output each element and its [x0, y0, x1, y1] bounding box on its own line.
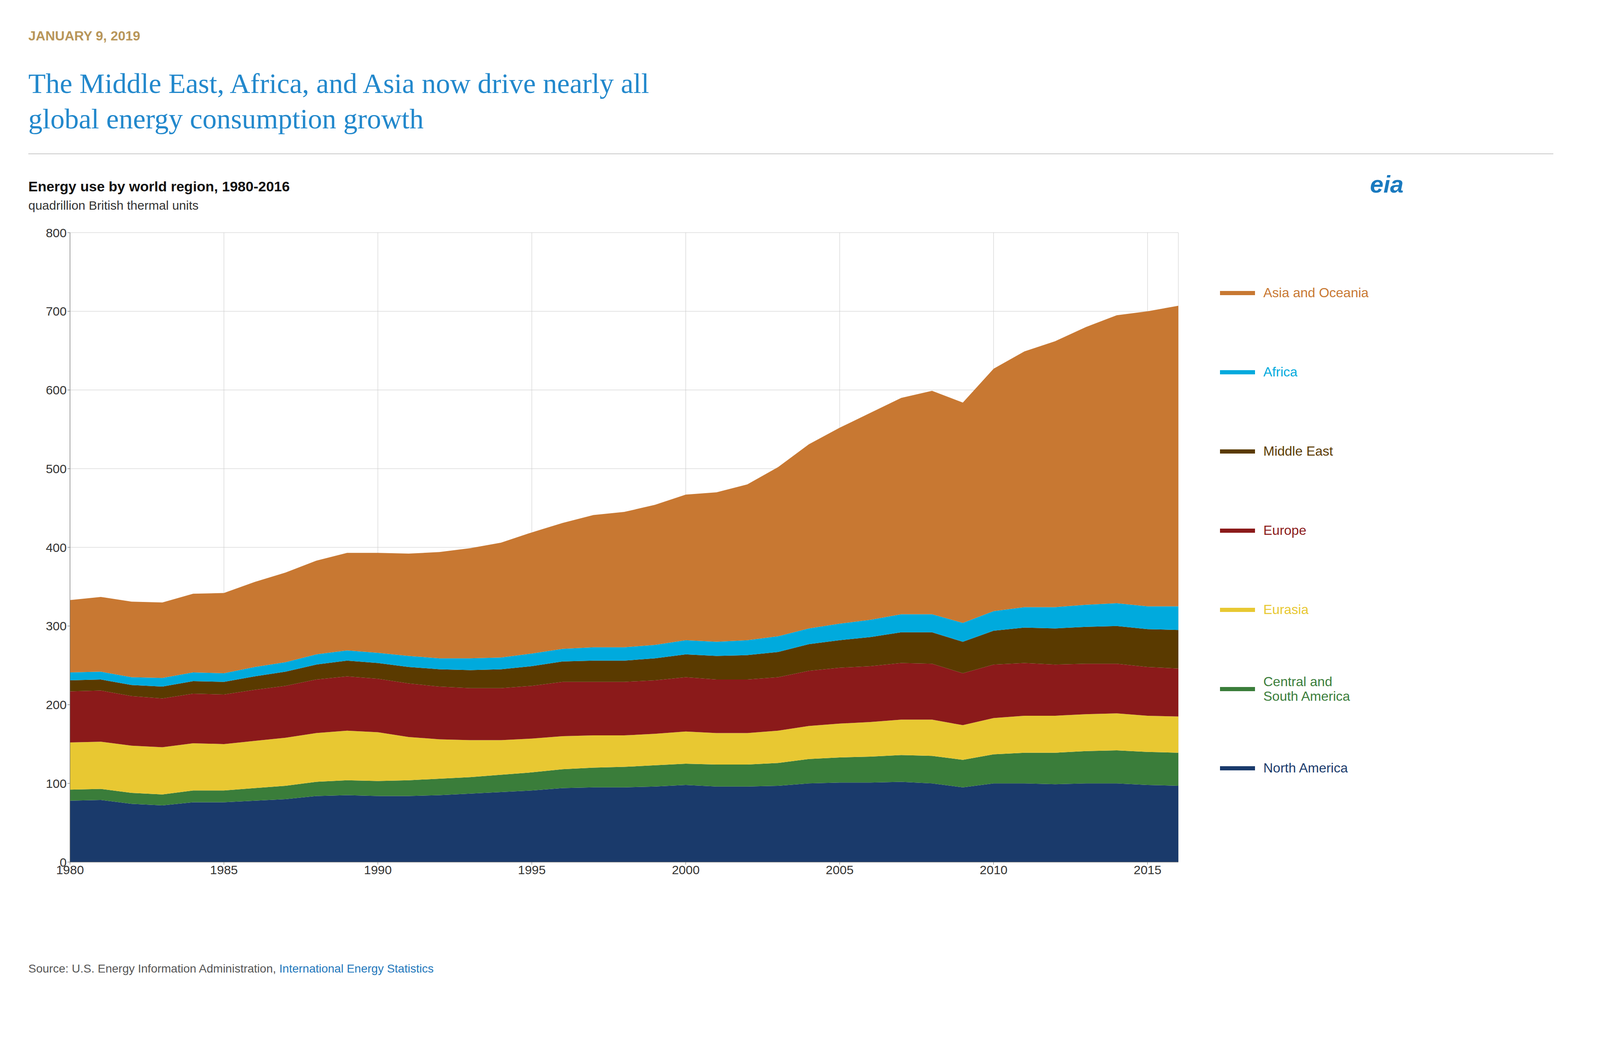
svg-text:1980: 1980: [56, 862, 84, 877]
html-text:eia: eia: [1370, 170, 1404, 198]
html-text:The Middle East, Africa, and A: The Middle East, Africa, and Asia now dr…: [28, 67, 650, 100]
svg-text:2000: 2000: [671, 862, 700, 877]
svg-text:0: 0: [59, 855, 67, 869]
svg-text:2015: 2015: [1133, 862, 1162, 877]
svg-text:600: 600: [45, 382, 67, 397]
html-text:Source: U.S. Energy Informatio: Source: U.S. Energy Information Administ…: [28, 961, 434, 975]
svg-text:2005: 2005: [825, 862, 854, 877]
html-text:Africa: Africa: [1263, 364, 1298, 380]
html-text:North America: North America: [1263, 760, 1348, 776]
svg-text:200: 200: [45, 697, 67, 712]
svg-text:100: 100: [45, 776, 67, 790]
html-text:quadrillion British thermal un: quadrillion British thermal units: [28, 198, 199, 213]
svg-text:400: 400: [45, 540, 67, 555]
html-text:JANUARY 9, 2019: JANUARY 9, 2019: [28, 28, 141, 44]
html-text:Middle East: Middle East: [1263, 443, 1333, 459]
svg-text:500: 500: [45, 461, 67, 476]
svg-text:700: 700: [45, 304, 67, 318]
html-text:South America: South America: [1263, 688, 1351, 704]
html-text:Central and: Central and: [1263, 673, 1333, 689]
html-text:Asia and Oceania: Asia and Oceania: [1263, 285, 1369, 301]
html-text:Energy use by world region, 19: Energy use by world region, 1980-2016: [28, 178, 290, 195]
svg-text:1990: 1990: [364, 862, 393, 877]
svg-text:2010: 2010: [979, 862, 1008, 877]
svg-text:800: 800: [45, 225, 67, 240]
svg-text:300: 300: [45, 618, 67, 633]
html-text:Europe: Europe: [1263, 522, 1307, 538]
html-text:Eurasia: Eurasia: [1263, 601, 1309, 617]
svg-text:1995: 1995: [517, 862, 546, 877]
svg-text:1985: 1985: [210, 862, 238, 877]
html-text:global energy consumption grow: global energy consumption growth: [28, 102, 424, 135]
